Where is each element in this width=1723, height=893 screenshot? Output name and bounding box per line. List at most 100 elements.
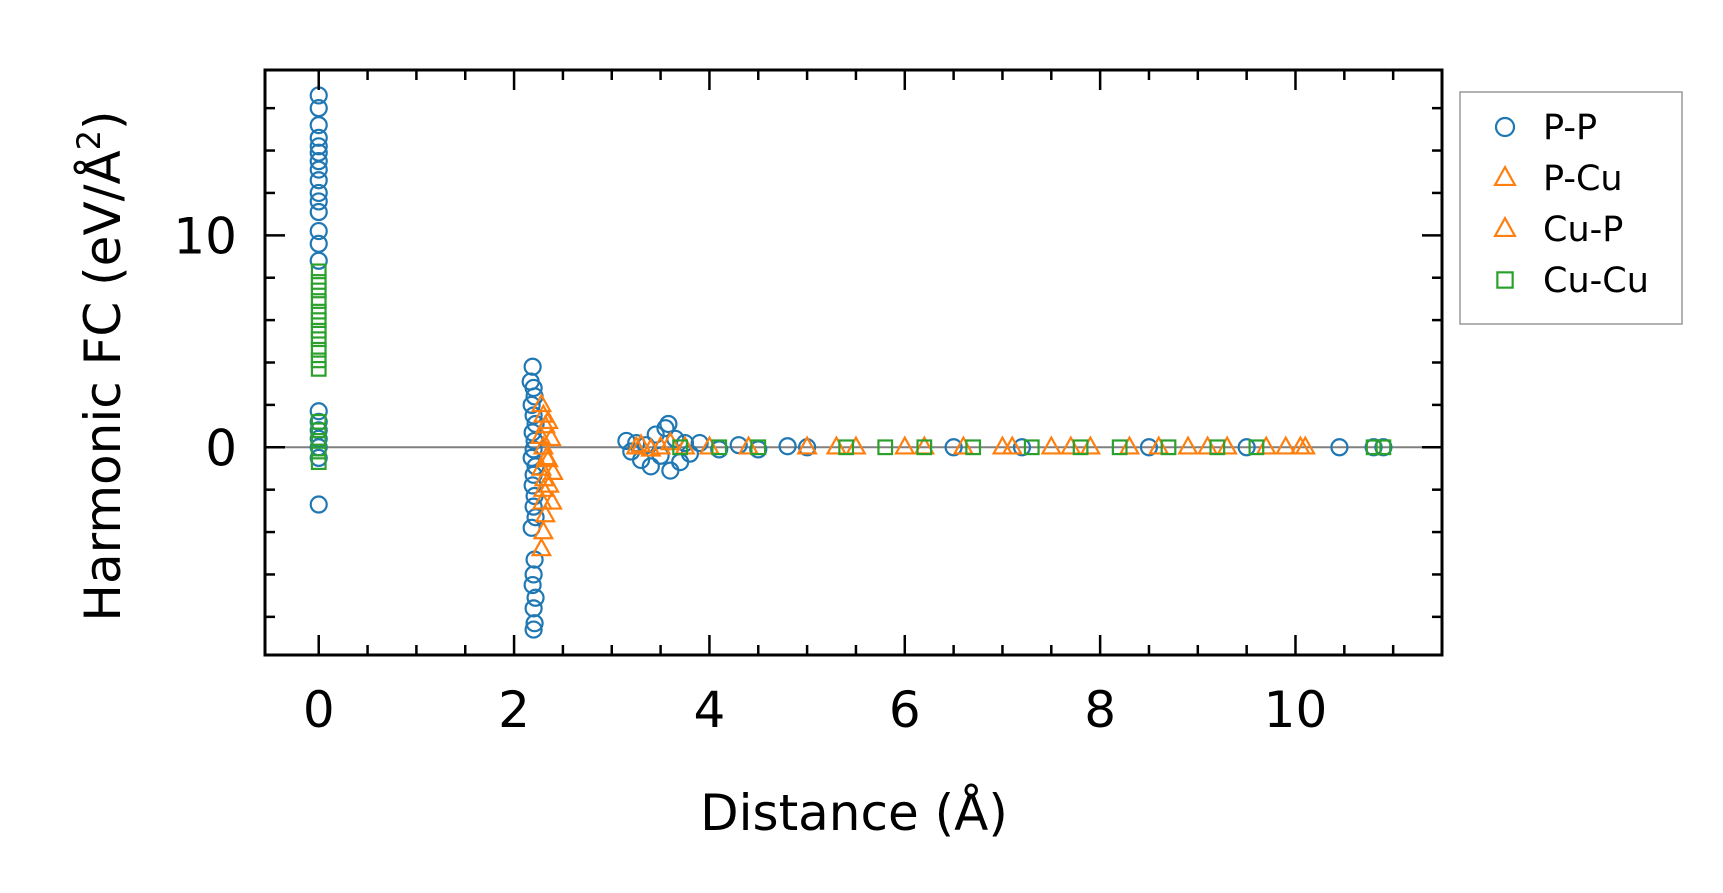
x-tick-label: 6 bbox=[889, 681, 921, 739]
data-point bbox=[1060, 435, 1082, 455]
x-tick-label: 2 bbox=[498, 681, 530, 739]
series-cu-p bbox=[537, 409, 1312, 510]
x-tick-label: 10 bbox=[1264, 681, 1328, 739]
data-point bbox=[1177, 435, 1199, 455]
data-point bbox=[538, 473, 560, 493]
y-axis-title-superscript: 2 bbox=[70, 130, 108, 150]
x-tick-label: 4 bbox=[694, 681, 726, 739]
data-point bbox=[649, 435, 672, 455]
data-point bbox=[310, 433, 327, 449]
data-point bbox=[524, 599, 543, 618]
data-point bbox=[309, 116, 328, 135]
data-point bbox=[540, 426, 562, 447]
data-point bbox=[661, 461, 680, 480]
data-point bbox=[737, 435, 760, 455]
legend-label: Cu-Cu bbox=[1543, 261, 1649, 301]
data-point bbox=[309, 128, 328, 147]
data-point bbox=[310, 274, 327, 290]
data-point bbox=[1209, 439, 1226, 456]
data-point bbox=[523, 357, 542, 376]
data-point bbox=[522, 395, 541, 414]
data-point bbox=[309, 152, 328, 171]
legend-marker bbox=[1493, 164, 1517, 187]
y-tick-label: 0 bbox=[205, 419, 237, 477]
data-point bbox=[310, 263, 327, 280]
data-point bbox=[1160, 439, 1177, 456]
legend-marker bbox=[1496, 271, 1514, 289]
data-point bbox=[309, 402, 328, 421]
data-point bbox=[532, 520, 555, 540]
data-point bbox=[537, 409, 559, 430]
data-point bbox=[1248, 439, 1265, 456]
legend: P-P P-Cu Cu-P Cu-Cu bbox=[1459, 91, 1683, 325]
series-cu-cu bbox=[310, 263, 1392, 471]
data-point bbox=[641, 457, 660, 476]
data-point bbox=[672, 439, 689, 456]
data-point bbox=[1072, 439, 1089, 456]
x-tick-label: 0 bbox=[303, 681, 335, 739]
data-point bbox=[825, 435, 848, 455]
data-point bbox=[965, 439, 982, 456]
data-point bbox=[310, 360, 327, 377]
data-point bbox=[1255, 435, 1277, 455]
data-point bbox=[646, 425, 665, 444]
data-point bbox=[659, 414, 678, 434]
x-axis-title: Distance (Å) bbox=[700, 784, 1008, 842]
data-point bbox=[530, 537, 553, 557]
data-point bbox=[523, 575, 542, 595]
data-point bbox=[310, 331, 327, 348]
data-point bbox=[309, 251, 328, 270]
data-point bbox=[309, 192, 328, 211]
data-point bbox=[1289, 435, 1312, 455]
data-point bbox=[309, 137, 328, 156]
series-p-p bbox=[309, 86, 1393, 639]
legend-label: Cu-P bbox=[1543, 210, 1623, 250]
plot-frame bbox=[263, 68, 1444, 657]
data-point bbox=[525, 550, 544, 569]
data-point bbox=[1374, 438, 1393, 457]
data-point bbox=[952, 435, 975, 455]
data-point bbox=[750, 439, 767, 456]
data-point bbox=[310, 454, 327, 471]
y-tick-label: 10 bbox=[173, 207, 237, 265]
data-point bbox=[711, 439, 728, 456]
data-point bbox=[698, 435, 721, 455]
data-point bbox=[537, 448, 559, 468]
data-point bbox=[1111, 439, 1128, 456]
data-point bbox=[1023, 439, 1040, 456]
data-point bbox=[310, 293, 327, 309]
y-tick-labels: 0 10 bbox=[173, 207, 237, 477]
data-point bbox=[1237, 438, 1256, 457]
data-point bbox=[309, 202, 328, 222]
data-point bbox=[675, 433, 695, 453]
data-point bbox=[526, 588, 545, 607]
y-axis-title-main: Harmonic FC (eV/Å bbox=[74, 150, 132, 621]
data-point bbox=[1196, 435, 1219, 455]
data-point bbox=[796, 435, 818, 455]
data-point bbox=[838, 439, 855, 456]
data-point bbox=[894, 435, 916, 455]
data-point bbox=[671, 453, 690, 472]
data-point bbox=[630, 433, 652, 453]
legend-marker bbox=[1493, 215, 1517, 238]
data-point bbox=[522, 448, 541, 467]
data-point bbox=[310, 341, 327, 358]
data-point bbox=[656, 419, 675, 438]
data-point bbox=[1275, 435, 1297, 455]
data-point bbox=[1375, 439, 1392, 456]
data-point bbox=[534, 503, 557, 523]
data-point bbox=[1079, 435, 1102, 455]
data-point bbox=[310, 303, 327, 320]
data-point bbox=[524, 497, 543, 516]
data-point bbox=[944, 438, 963, 457]
data-point bbox=[991, 435, 1014, 455]
y-axis-title-end: ) bbox=[74, 110, 132, 130]
x-tick-labels: 0 2 4 6 8 10 bbox=[303, 681, 1327, 739]
data-point bbox=[542, 460, 564, 480]
data-point bbox=[309, 221, 328, 241]
data-point bbox=[625, 435, 647, 455]
data-point bbox=[778, 437, 797, 456]
data-point bbox=[310, 443, 327, 460]
data-point bbox=[877, 439, 894, 456]
